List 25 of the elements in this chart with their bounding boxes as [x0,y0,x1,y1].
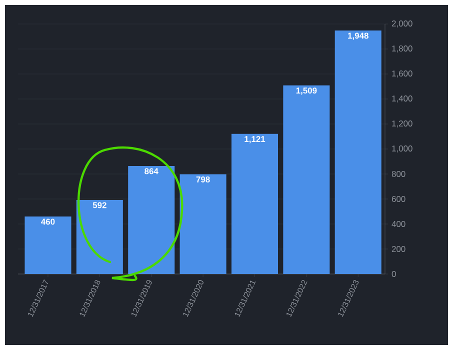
y-tick-label: 800 [392,171,406,177]
y-tick-label: 0 [392,271,396,277]
y-tick-label: 1,000 [392,146,412,152]
bar [24,216,72,274]
bar [334,30,382,274]
data-label: 1,948 [348,32,368,40]
y-tick-label: 400 [392,221,406,227]
bar [76,200,123,274]
data-label: 592 [92,202,106,208]
y-tick-label: 1,600 [392,70,412,78]
bar [180,174,226,274]
data-label: 1,121 [244,136,266,144]
y-tick-label: 200 [392,246,406,252]
bar [128,166,175,274]
y-tick-label: 600 [392,196,406,202]
y-tick-label: 1,400 [392,96,412,102]
y-tick-label: 1,200 [392,120,412,128]
data-label: 1,509 [296,88,317,95]
data-label: 460 [41,218,55,225]
bar [231,134,278,274]
data-label: 798 [196,176,210,182]
y-tick-label: 1,800 [392,46,412,52]
bar [283,85,330,274]
data-label: 864 [144,168,158,174]
y-tick-label: 2,000 [392,20,412,28]
